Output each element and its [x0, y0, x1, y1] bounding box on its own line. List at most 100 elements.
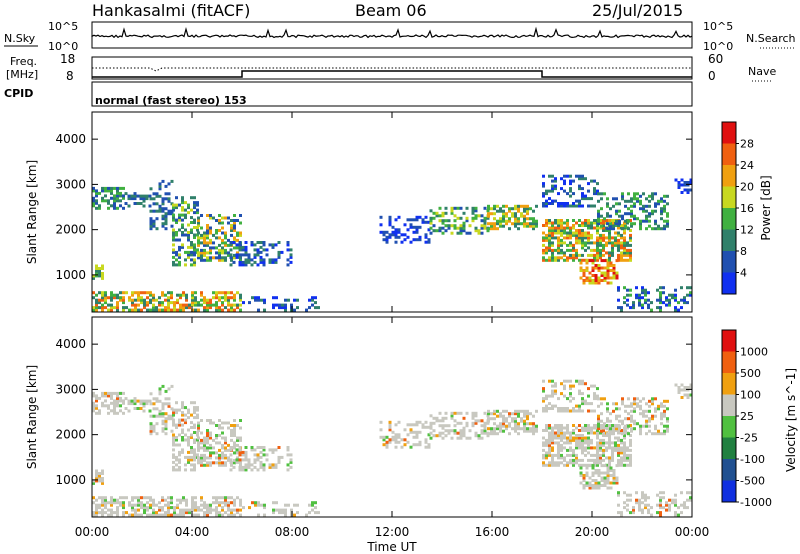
power-cell: [190, 243, 193, 247]
power-cell: [152, 209, 156, 213]
power-cell: [170, 179, 174, 183]
power-cell: [548, 231, 551, 235]
power-cell: [557, 192, 560, 196]
velocity-cell: [575, 409, 578, 413]
freq-label-1: Freq.: [10, 55, 37, 68]
velocity-cell: [623, 458, 626, 462]
velocity-cell: [632, 511, 635, 515]
velocity-cell: [209, 434, 212, 437]
power-cell: [566, 221, 569, 225]
power-cell: [627, 227, 630, 231]
velocity-cell: [149, 402, 153, 406]
power-cell: [212, 303, 215, 307]
power-cell: [146, 303, 149, 307]
power-cell: [663, 224, 666, 228]
power-cell: [173, 301, 176, 305]
velocity-cell: [113, 411, 116, 415]
power-cell: [206, 303, 209, 307]
power-cell: [605, 241, 608, 245]
power-cell: [432, 216, 436, 220]
power-cell: [629, 258, 632, 262]
power-cell: [190, 231, 193, 234]
velocity-cell: [523, 427, 526, 431]
power-cell: [230, 229, 233, 232]
velocity-cell: [638, 501, 641, 505]
power-cell: [511, 212, 514, 216]
power-cell: [638, 293, 641, 297]
velocity-cell: [584, 399, 587, 403]
power-cell: [432, 224, 436, 228]
power-cell: [514, 214, 517, 218]
colorbar-tick-label: 25: [740, 410, 754, 423]
velocity-cell: [155, 414, 159, 418]
power-cell: [92, 189, 95, 193]
velocity-cell: [633, 427, 636, 431]
power-cell: [164, 192, 168, 196]
velocity-cell: [196, 416, 199, 420]
velocity-cell: [593, 458, 596, 462]
power-cell: [520, 214, 523, 218]
velocity-cell: [391, 438, 395, 442]
velocity-cell: [172, 411, 175, 415]
velocity-cell: [548, 438, 551, 442]
power-cell: [642, 204, 645, 208]
power-cell: [471, 211, 475, 215]
velocity-cell: [152, 407, 156, 411]
power-cell: [629, 306, 632, 310]
power-cell: [502, 209, 505, 213]
power-cell: [161, 197, 165, 201]
velocity-cell: [194, 496, 197, 500]
velocity-cell: [290, 508, 293, 512]
power-cell: [209, 298, 212, 302]
power-cell: [238, 243, 242, 247]
power-cell: [590, 224, 593, 227]
power-cell: [596, 241, 599, 245]
velocity-cell: [197, 436, 200, 440]
velocity-cell: [230, 501, 233, 505]
power-cell: [251, 296, 254, 300]
power-cell: [606, 264, 610, 267]
power-cell: [557, 204, 560, 208]
power-cell: [572, 256, 575, 260]
power-cell: [236, 238, 239, 242]
velocity-cell: [603, 481, 607, 485]
velocity-cell: [620, 446, 623, 450]
power-cell: [581, 253, 584, 257]
velocity-cell: [224, 501, 227, 505]
velocity-cell: [587, 426, 590, 430]
velocity-cell: [238, 453, 242, 457]
x-tick-label: 00:00: [75, 525, 110, 539]
velocity-cell: [152, 414, 156, 418]
power-cell: [630, 214, 633, 218]
velocity-cell: [600, 471, 604, 475]
velocity-cell: [545, 394, 548, 398]
velocity-cell: [645, 422, 648, 426]
power-cell: [526, 207, 529, 211]
velocity-cell: [148, 409, 152, 413]
velocity-cell: [511, 419, 514, 423]
velocity-cell: [241, 468, 245, 472]
power-cell: [569, 231, 572, 235]
power-cell: [548, 202, 551, 205]
colorbar-swatch: [722, 480, 736, 502]
velocity-cell: [487, 412, 490, 416]
power-cell: [167, 301, 170, 305]
power-cell: [453, 214, 457, 218]
power-cell: [184, 201, 187, 205]
power-cell: [620, 258, 623, 262]
power-cell: [630, 209, 633, 213]
velocity-cell: [542, 463, 545, 467]
velocity-cell: [101, 496, 104, 500]
power-cell: [680, 178, 684, 182]
velocity-cell: [418, 430, 422, 434]
power-cell: [689, 181, 693, 184]
power-cell: [569, 256, 572, 260]
power-cell: [149, 298, 152, 302]
velocity-cell: [578, 409, 581, 413]
power-cell: [379, 230, 383, 234]
power-cell: [259, 255, 263, 259]
velocity-cell: [520, 427, 523, 431]
velocity-cell: [116, 506, 119, 510]
velocity-cell: [98, 409, 101, 413]
